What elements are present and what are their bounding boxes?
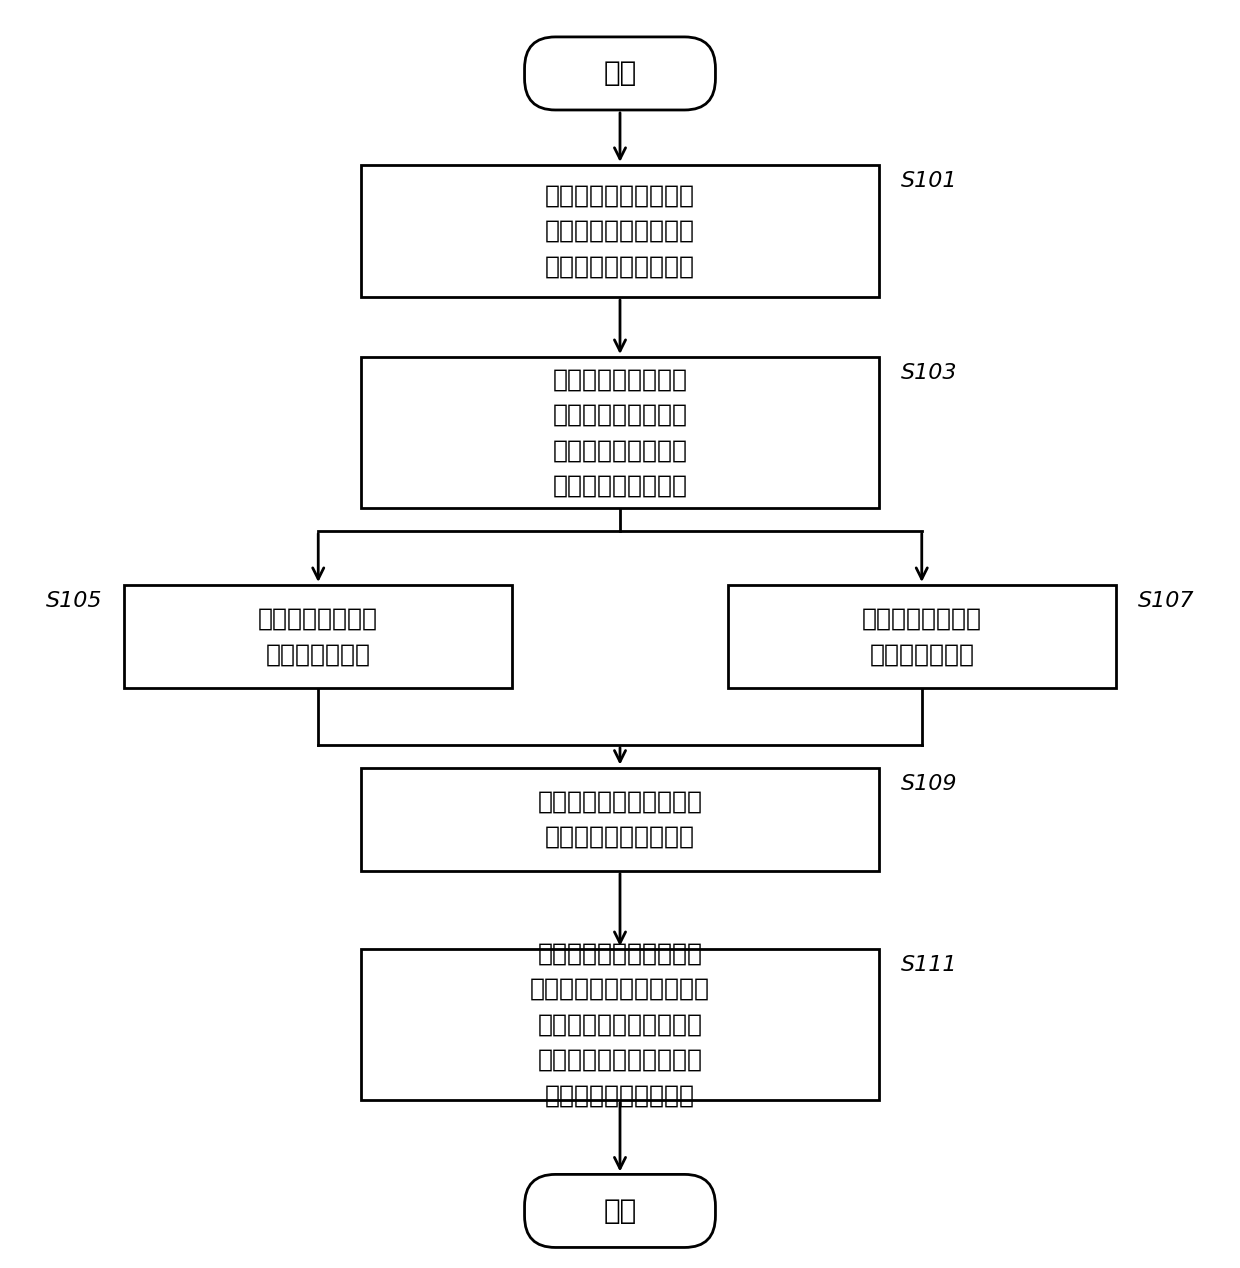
FancyBboxPatch shape xyxy=(525,37,715,110)
Text: S105: S105 xyxy=(46,591,102,611)
FancyBboxPatch shape xyxy=(124,585,512,689)
Text: S103: S103 xyxy=(900,363,957,383)
FancyBboxPatch shape xyxy=(361,767,879,871)
Text: S109: S109 xyxy=(900,773,957,794)
FancyBboxPatch shape xyxy=(361,165,879,297)
Text: 利用总振幅差値、第一周
期波于起点时间处的振幅、
第一周期波于终点时间处
的振幅、起点时间与结束
时间求得信号延迟时间: 利用总振幅差値、第一周 期波于起点时间处的振幅、 第一周期波于终点时间处 的振幅… xyxy=(529,942,711,1107)
FancyBboxPatch shape xyxy=(361,948,879,1101)
Text: S107: S107 xyxy=(1138,591,1194,611)
Text: 自距离预设整数倍数
粗略周期的相对范围
内，攝取第二周期波
以成为第二取样信号: 自距离预设整数倍数 粗略周期的相对范围 内，攝取第二周期波 以成为第二取样信号 xyxy=(553,368,687,497)
Text: S111: S111 xyxy=(900,955,957,975)
Text: 结束: 结束 xyxy=(604,1197,636,1225)
FancyBboxPatch shape xyxy=(525,1174,715,1248)
FancyBboxPatch shape xyxy=(361,356,879,508)
Text: 计算第二取样信号
的第二振幅总和: 计算第二取样信号 的第二振幅总和 xyxy=(862,607,982,666)
Text: 计算第一振幅总和与第二
振幅总和的总振幅差値: 计算第一振幅总和与第二 振幅总和的总振幅差値 xyxy=(537,790,703,848)
Text: 于起点时间与终点时间
范围内，攝取第一周期
波以成为第一取样信号: 于起点时间与终点时间 范围内，攝取第一周期 波以成为第一取样信号 xyxy=(546,184,694,278)
Text: S101: S101 xyxy=(900,171,957,191)
FancyBboxPatch shape xyxy=(728,585,1116,689)
Text: 开始: 开始 xyxy=(604,60,636,87)
Text: 计算第一取样信号
的第一振幅总和: 计算第一取样信号 的第一振幅总和 xyxy=(258,607,378,666)
